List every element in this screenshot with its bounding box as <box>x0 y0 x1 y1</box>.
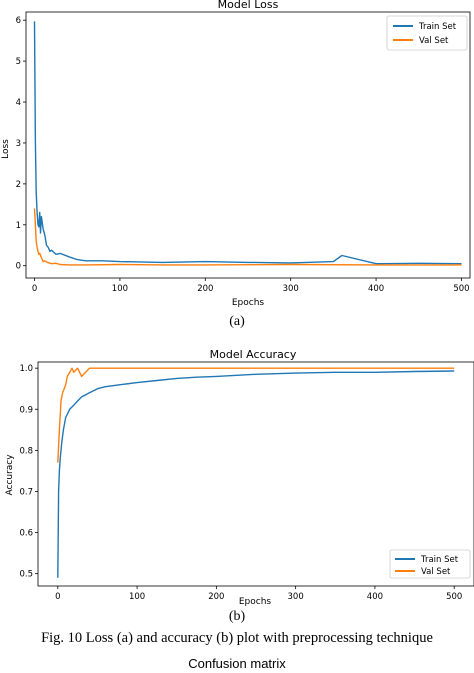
y-tick-label: 0.6 <box>19 529 33 539</box>
next-figure-title: Confusion matrix <box>188 656 286 671</box>
loss-y-axis-label: Loss <box>1 139 11 159</box>
series-line-val-set <box>57 367 455 463</box>
x-tick-label: 200 <box>197 284 213 294</box>
y-tick-label: 0 <box>16 262 21 272</box>
series-line-val-set <box>33 208 462 266</box>
loss-chart: Model Loss 0 100 200 300 400 500 0 1 2 3 4 5 6 Train… <box>1 0 471 308</box>
y-tick-label: 0.9 <box>19 405 33 415</box>
x-tick-label: 0 <box>32 284 37 294</box>
legend-label-val: Val Set <box>421 567 451 577</box>
x-tick-label: 100 <box>112 284 128 294</box>
series-line-train-set <box>57 370 455 578</box>
plot-frame <box>25 11 471 279</box>
loss-chart-title: Model Loss <box>218 0 279 11</box>
x-tick-label: 400 <box>367 592 383 602</box>
plot-frame <box>37 361 474 587</box>
x-tick-label: 100 <box>129 592 145 602</box>
legend-label-train: Train Set <box>420 555 459 565</box>
x-tick-label: 200 <box>208 592 224 602</box>
series-line-train-set <box>33 21 462 265</box>
accuracy-chart-title: Model Accuracy <box>210 348 297 361</box>
accuracy-y-axis-label: Accuracy <box>5 454 15 496</box>
subcaption-a: (a) <box>229 314 245 329</box>
accuracy-x-axis-label: Epochs <box>239 597 272 607</box>
y-tick-label: 4 <box>16 98 21 108</box>
figure-caption: Fig. 10 Loss (a) and accuracy (b) plot w… <box>41 630 433 646</box>
x-tick-label: 400 <box>368 284 384 294</box>
x-tick-label: 0 <box>55 592 60 602</box>
accuracy-plot-area: 0 100 200 300 400 500 0.5 0.6 0.7 0.8 0.9 1.0 <box>19 361 474 602</box>
y-tick-label: 0.5 <box>19 570 33 580</box>
y-tick-label: 0.7 <box>19 487 33 497</box>
y-tick-label: 0.8 <box>19 446 33 456</box>
legend-label-val: Val Set <box>419 36 449 46</box>
y-tick-label: 3 <box>16 139 21 149</box>
x-tick-label: 500 <box>446 592 462 602</box>
loss-plot-area: 0 100 200 300 400 500 0 1 2 3 4 5 6 <box>16 11 471 294</box>
y-tick-label: 1 <box>16 221 21 231</box>
loss-legend: Train Set Val Set <box>386 15 468 51</box>
y-tick-label: 2 <box>16 180 21 190</box>
subcaption-b: (b) <box>228 609 246 624</box>
y-tick-label: 5 <box>16 57 21 67</box>
x-tick-label: 300 <box>288 592 304 602</box>
accuracy-chart: Model Accuracy 0 100 200 300 400 500 0.5 0.6 0.7… <box>5 348 474 607</box>
legend-label-train: Train Set <box>418 22 457 32</box>
loss-x-axis-label: Epochs <box>232 298 265 308</box>
accuracy-legend: Train Set Val Set <box>389 549 471 579</box>
x-tick-label: 500 <box>453 284 469 294</box>
y-tick-label: 6 <box>16 16 21 26</box>
x-tick-label: 300 <box>283 284 299 294</box>
y-tick-label: 1.0 <box>19 364 33 374</box>
